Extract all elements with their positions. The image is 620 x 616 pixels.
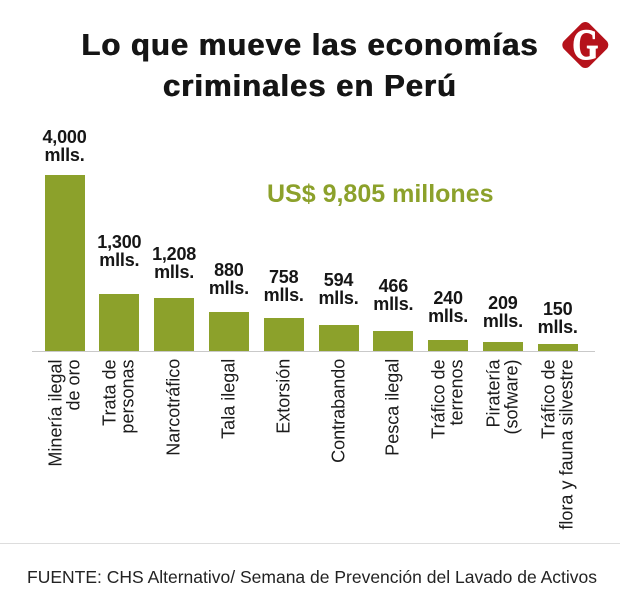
svg-text:G: G <box>572 22 598 69</box>
